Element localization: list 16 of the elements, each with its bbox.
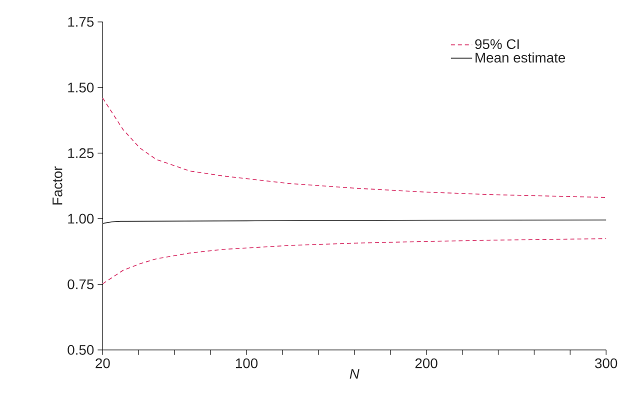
legend-label: 95% CI <box>475 39 519 50</box>
line-series <box>102 98 606 198</box>
x-tick-label: 100 <box>236 358 258 368</box>
y-tick-label: 1.75 <box>68 17 94 27</box>
y-tick-label: 1.50 <box>68 82 94 93</box>
y-tick-label: 0.75 <box>68 280 94 290</box>
y-tick-label: 1.25 <box>68 148 94 158</box>
y-tick-label: 0.50 <box>68 345 94 355</box>
line-series <box>102 238 606 284</box>
y-axis-title: Factor <box>52 166 62 205</box>
x-tick-label: 20 <box>96 358 110 368</box>
x-tick-label: 200 <box>415 358 438 368</box>
x-tick-label: 300 <box>595 358 618 368</box>
x-axis-title: N <box>350 369 360 379</box>
y-tick-label: 1.00 <box>68 214 94 224</box>
legend-label: Mean estimate <box>476 52 566 63</box>
